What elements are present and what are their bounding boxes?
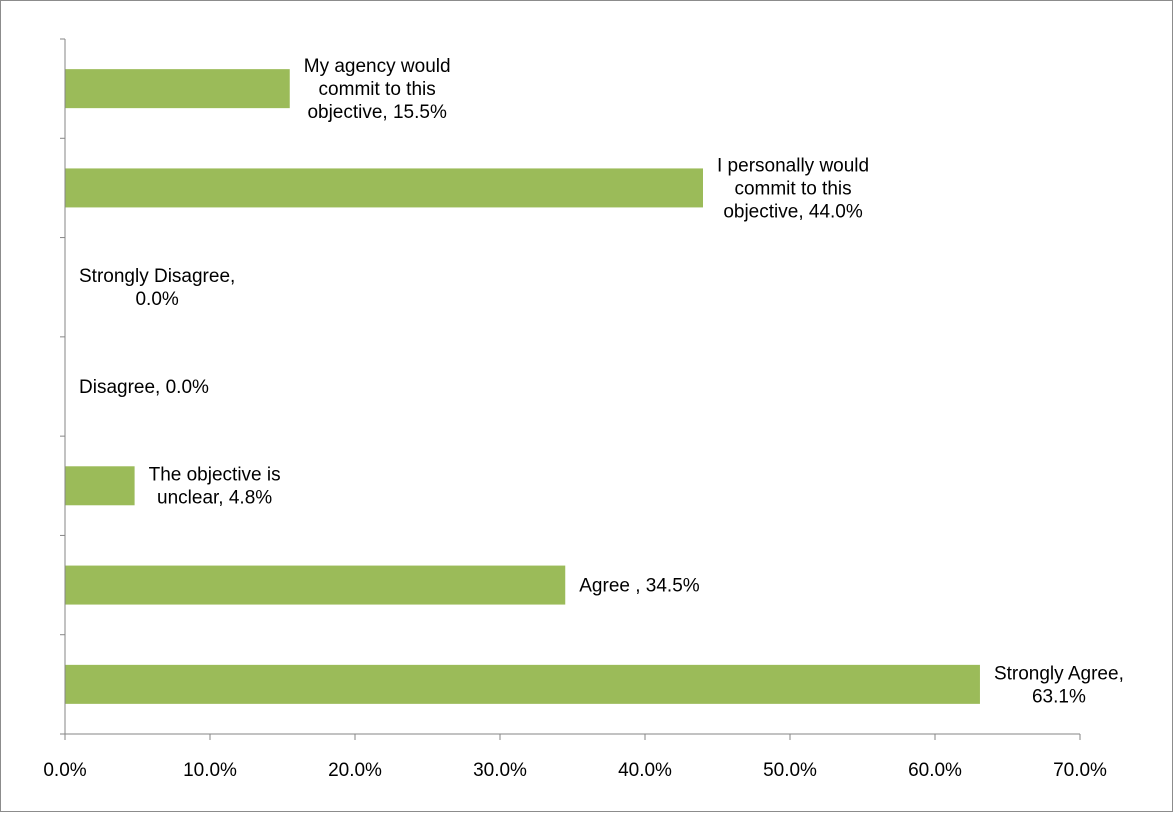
bar-0	[65, 664, 980, 704]
x-tick-label: 30.0%	[473, 760, 527, 781]
data-label-6-line-2: objective, 15.5%	[307, 102, 447, 123]
bar-2	[65, 466, 135, 506]
data-label-5-line-2: objective, 44.0%	[723, 201, 863, 222]
data-label-2-line-0: The objective is	[149, 465, 281, 486]
data-label-0-line-0: Strongly Agree,	[994, 663, 1124, 684]
data-label-4: Strongly Disagree,0.0%	[79, 266, 235, 310]
tick-labels-layer: 0.0% 10.0% 20.0% 30.0% 40.0% 50.0% 60.0% 70.0%	[43, 760, 1107, 781]
data-label-4-line-1: 0.0%	[135, 289, 178, 310]
x-tick-label: 0.0%	[43, 760, 86, 781]
data-label-3: Disagree, 0.0%	[79, 377, 209, 398]
data-label-6-line-1: commit to this	[319, 79, 436, 100]
data-label-0-line-1: 63.1%	[1032, 686, 1086, 707]
data-labels-layer: Strongly Agree,63.1% Agree , 34.5% The obj…	[79, 56, 1124, 707]
data-label-6-line-0: My agency would	[304, 56, 451, 77]
x-tick-label: 60.0%	[908, 760, 962, 781]
x-tick-label: 50.0%	[763, 760, 817, 781]
axes-layer	[60, 38, 1081, 740]
data-label-4-line-0: Strongly Disagree,	[79, 266, 235, 287]
x-tick-label: 10.0%	[183, 760, 237, 781]
data-label-5-line-0: I personally would	[717, 155, 869, 176]
x-tick-label: 20.0%	[328, 760, 382, 781]
data-label-0: Strongly Agree,63.1%	[994, 663, 1124, 707]
bar-6	[65, 69, 290, 109]
data-label-3-line-0: Disagree, 0.0%	[79, 377, 209, 398]
bar-5	[65, 168, 703, 208]
data-label-5-line-1: commit to this	[734, 178, 851, 199]
x-tick-label: 40.0%	[618, 760, 672, 781]
data-label-2-line-1: unclear, 4.8%	[157, 488, 272, 509]
data-label-1: Agree , 34.5%	[579, 576, 700, 597]
bar-1	[65, 565, 566, 605]
bars-layer	[65, 69, 980, 704]
x-tick-label: 70.0%	[1053, 760, 1107, 781]
data-label-1-line-0: Agree , 34.5%	[579, 576, 700, 597]
